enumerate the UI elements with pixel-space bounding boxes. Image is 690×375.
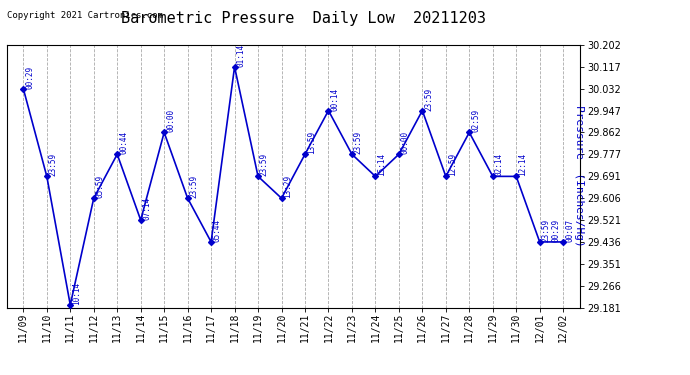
Text: 07:14: 07:14 [143, 197, 152, 220]
Text: 00:07: 00:07 [565, 219, 574, 242]
Text: 10:14: 10:14 [72, 282, 81, 305]
Text: 12:59: 12:59 [448, 153, 457, 176]
Text: Barometric Pressure  Daily Low  20211203: Barometric Pressure Daily Low 20211203 [121, 11, 486, 26]
Text: 23:59
00:29: 23:59 00:29 [542, 219, 561, 242]
Text: Copyright 2021 Cartronics.com: Copyright 2021 Cartronics.com [7, 11, 163, 20]
Text: 02:14: 02:14 [495, 153, 504, 176]
Text: 23:59: 23:59 [260, 153, 269, 176]
Text: 23:59: 23:59 [49, 153, 58, 176]
Text: 02:59: 02:59 [471, 109, 480, 132]
Text: 00:00: 00:00 [401, 131, 410, 154]
Text: 13:29: 13:29 [284, 175, 293, 198]
Text: 23:59: 23:59 [190, 175, 199, 198]
Text: 15:14: 15:14 [377, 153, 386, 176]
Text: 00:00: 00:00 [166, 109, 175, 132]
Text: 05:44: 05:44 [213, 219, 222, 242]
Text: 05:59: 05:59 [96, 175, 105, 198]
Text: 13:59: 13:59 [307, 131, 316, 154]
Y-axis label: Pressure  (Inches/Hg): Pressure (Inches/Hg) [574, 105, 584, 247]
Text: 23:59: 23:59 [354, 131, 363, 154]
Text: 12:14: 12:14 [518, 153, 527, 176]
Text: 23:59: 23:59 [424, 87, 433, 111]
Text: 00:14: 00:14 [331, 87, 339, 111]
Text: 01:14: 01:14 [237, 44, 246, 67]
Text: 00:29: 00:29 [26, 66, 34, 89]
Text: 00:44: 00:44 [119, 131, 128, 154]
